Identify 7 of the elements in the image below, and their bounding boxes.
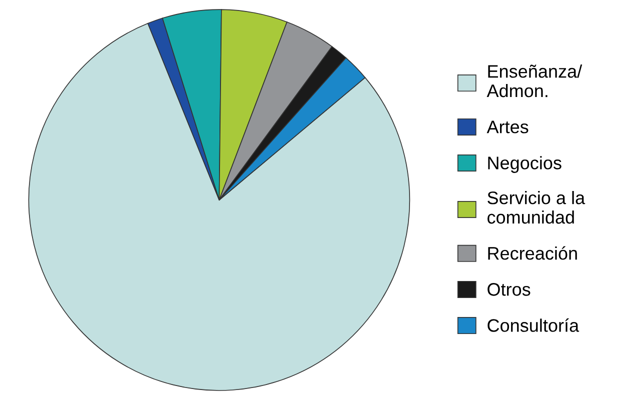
legend-label: Consultoría — [488, 318, 580, 332]
legend-label: Recreación — [488, 246, 577, 260]
legend-label: Otros — [488, 283, 530, 296]
legend-label: Artes — [486, 120, 528, 134]
legend-label: Negocios — [488, 156, 562, 173]
legend-label: Enseñanza/ Admon. — [486, 64, 582, 98]
legend-label: Servicio a la comunidad — [488, 190, 586, 224]
